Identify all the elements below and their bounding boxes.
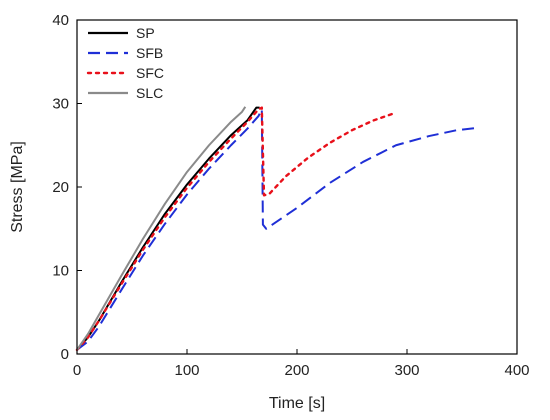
legend-label-sp: SP bbox=[136, 25, 155, 41]
x-tick-label: 400 bbox=[504, 362, 529, 379]
legend-label-sfb: SFB bbox=[136, 45, 163, 61]
y-tick-label: 20 bbox=[52, 179, 69, 196]
y-tick-label: 0 bbox=[61, 346, 69, 363]
x-tick-label: 0 bbox=[73, 362, 81, 379]
legend-label-slc: SLC bbox=[136, 85, 163, 101]
ticks-layer: 0 100 200 300 400 0 10 20 30 40 bbox=[52, 12, 529, 379]
series-line-slc bbox=[76, 106, 247, 351]
legend: SP SFB SFC SLC bbox=[86, 25, 164, 101]
y-tick-label: 40 bbox=[52, 12, 69, 29]
series-line-sfc bbox=[75, 106, 398, 352]
y-axis-label: Stress [MPa] bbox=[9, 141, 26, 233]
series-line-sfb bbox=[76, 108, 479, 351]
series-layer bbox=[75, 106, 479, 352]
y-tick-label: 10 bbox=[52, 263, 69, 280]
legend-label-sfc: SFC bbox=[136, 65, 164, 81]
x-tick-label: 200 bbox=[284, 362, 309, 379]
x-axis-label: Time [s] bbox=[269, 395, 325, 412]
x-tick-label: 100 bbox=[174, 362, 199, 379]
x-tick-label: 300 bbox=[394, 362, 419, 379]
y-tick-label: 30 bbox=[52, 96, 69, 113]
